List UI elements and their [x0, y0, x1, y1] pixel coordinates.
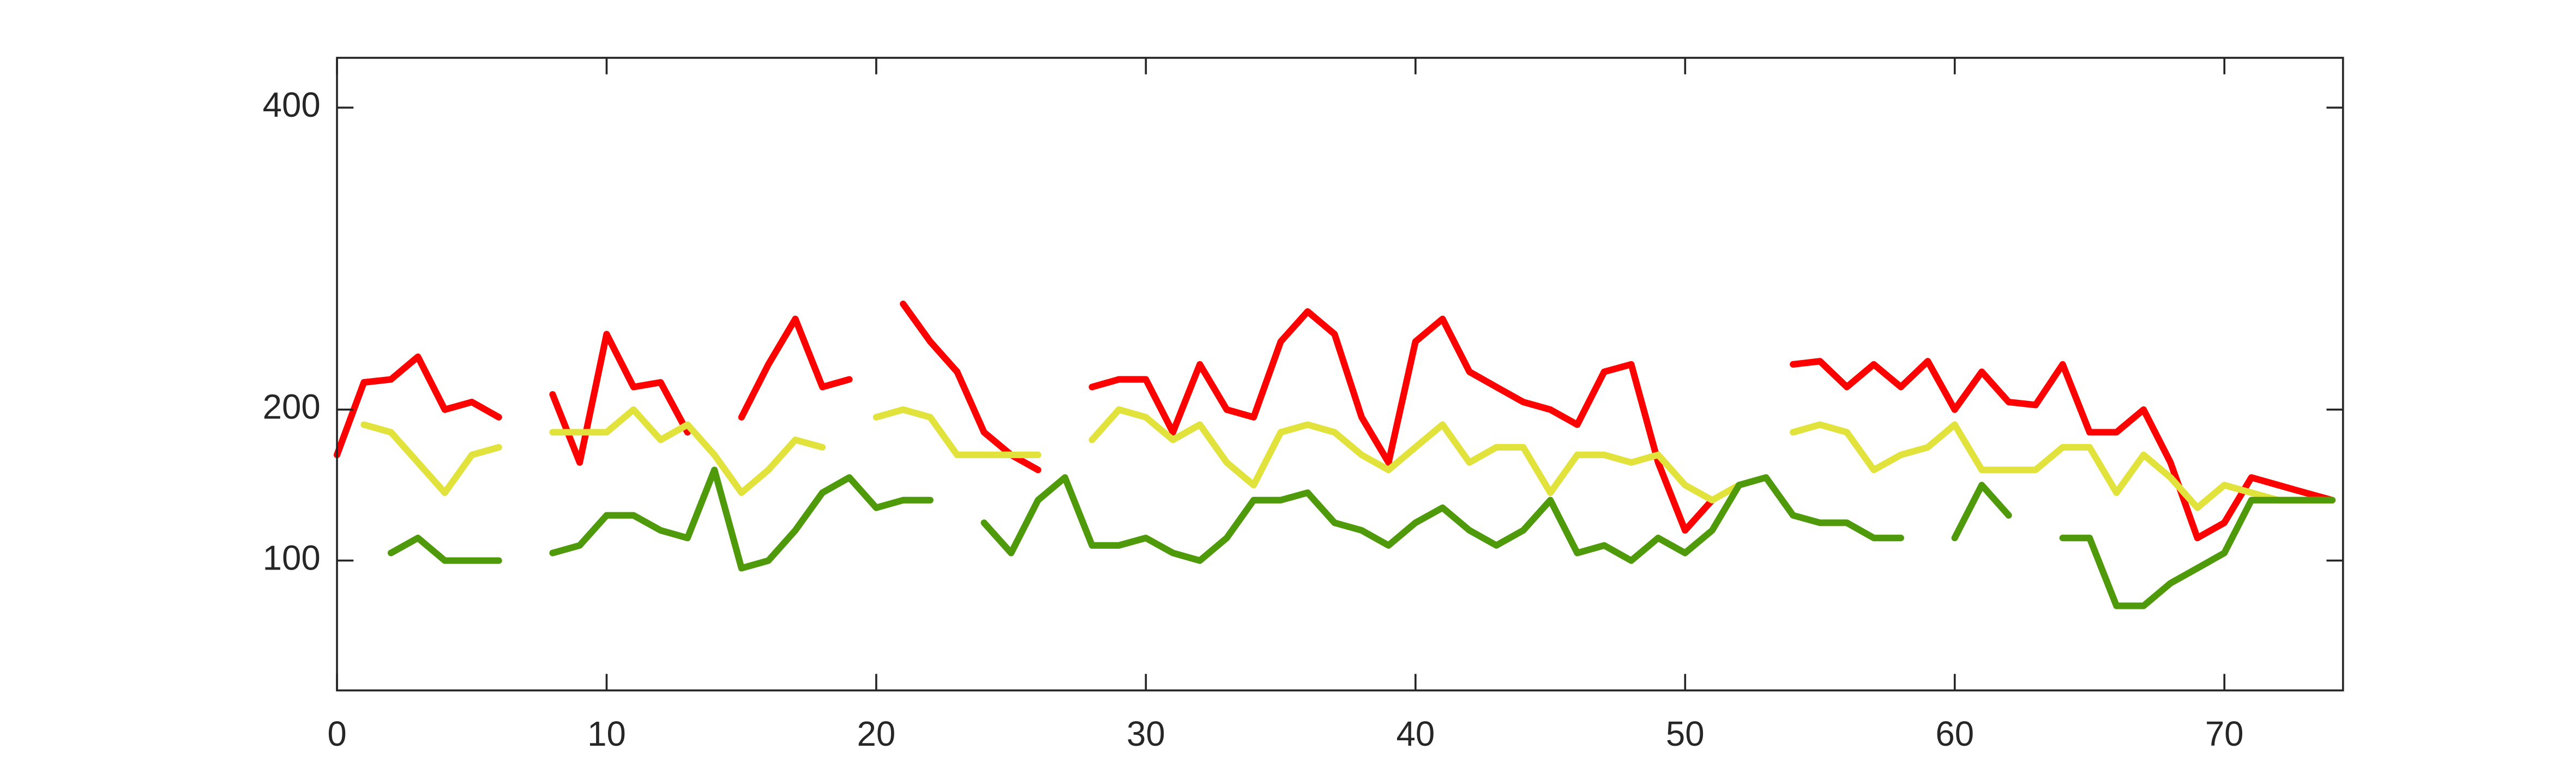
x-tick-label: 30 — [1127, 715, 1165, 753]
y-tick-label: 400 — [263, 86, 321, 124]
x-tick-label: 10 — [587, 715, 626, 753]
x-tick-label: 50 — [1666, 715, 1705, 753]
y-tick-label: 200 — [263, 388, 321, 427]
x-tick-label: 60 — [1935, 715, 1974, 753]
axes-box — [336, 57, 2344, 692]
x-tick-label: 40 — [1396, 715, 1435, 753]
data-line — [360, 406, 2336, 511]
x-tick-label: 0 — [327, 715, 346, 753]
data-line — [387, 466, 2336, 609]
x-tick-label: 20 — [857, 715, 896, 753]
y-tick-label: 100 — [263, 538, 321, 577]
data-line — [333, 301, 2336, 542]
x-tick-label: 70 — [2205, 715, 2244, 753]
